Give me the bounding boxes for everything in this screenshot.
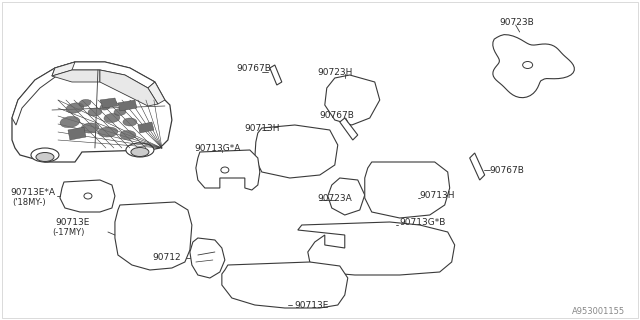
Text: 90767B: 90767B (490, 165, 525, 174)
Text: 90713E: 90713E (295, 300, 329, 309)
Text: 90713E*A: 90713E*A (10, 188, 55, 196)
Polygon shape (222, 262, 348, 308)
Text: 90712: 90712 (152, 253, 180, 262)
Polygon shape (493, 35, 574, 98)
Text: 90723B: 90723B (500, 18, 534, 27)
Polygon shape (100, 70, 158, 106)
Ellipse shape (221, 167, 229, 173)
Text: 90713H: 90713H (420, 190, 455, 199)
Text: 90723A: 90723A (318, 194, 353, 203)
Polygon shape (270, 65, 282, 85)
Ellipse shape (126, 143, 154, 157)
Text: 90713E: 90713E (55, 218, 90, 227)
Polygon shape (12, 62, 172, 162)
Polygon shape (190, 238, 225, 278)
Polygon shape (115, 202, 192, 270)
Text: 90713G*A: 90713G*A (195, 143, 241, 153)
Ellipse shape (114, 108, 126, 116)
Polygon shape (118, 100, 137, 111)
Ellipse shape (98, 127, 118, 137)
Ellipse shape (79, 100, 91, 107)
Text: 90713G*B: 90713G*B (400, 218, 446, 227)
Ellipse shape (131, 148, 149, 156)
Ellipse shape (88, 108, 102, 116)
Polygon shape (52, 62, 155, 88)
Text: ('18MY-): ('18MY-) (12, 197, 45, 206)
Polygon shape (196, 150, 260, 190)
Polygon shape (12, 68, 58, 125)
Polygon shape (255, 125, 338, 178)
Text: 90767B: 90767B (237, 63, 272, 73)
Polygon shape (138, 122, 154, 133)
Polygon shape (470, 153, 484, 180)
Ellipse shape (104, 114, 120, 123)
Polygon shape (68, 127, 86, 140)
Ellipse shape (100, 104, 110, 110)
Ellipse shape (81, 123, 99, 133)
Polygon shape (52, 70, 100, 82)
Ellipse shape (66, 103, 84, 113)
Polygon shape (148, 82, 165, 104)
Ellipse shape (120, 131, 136, 140)
Polygon shape (340, 118, 358, 140)
Text: A953001155: A953001155 (572, 308, 625, 316)
Ellipse shape (123, 118, 137, 126)
Ellipse shape (523, 61, 532, 68)
Text: (-17MY): (-17MY) (52, 228, 84, 236)
Polygon shape (328, 178, 365, 215)
Polygon shape (365, 162, 450, 218)
Ellipse shape (60, 116, 80, 128)
Ellipse shape (84, 193, 92, 199)
Polygon shape (100, 98, 118, 108)
Polygon shape (324, 75, 380, 125)
Ellipse shape (36, 153, 54, 162)
Polygon shape (52, 62, 75, 76)
Text: 90713H: 90713H (245, 124, 280, 132)
Text: 90767B: 90767B (320, 110, 355, 119)
Polygon shape (60, 180, 115, 212)
Ellipse shape (31, 148, 59, 162)
Polygon shape (298, 222, 454, 275)
Text: 90723H: 90723H (318, 68, 353, 76)
